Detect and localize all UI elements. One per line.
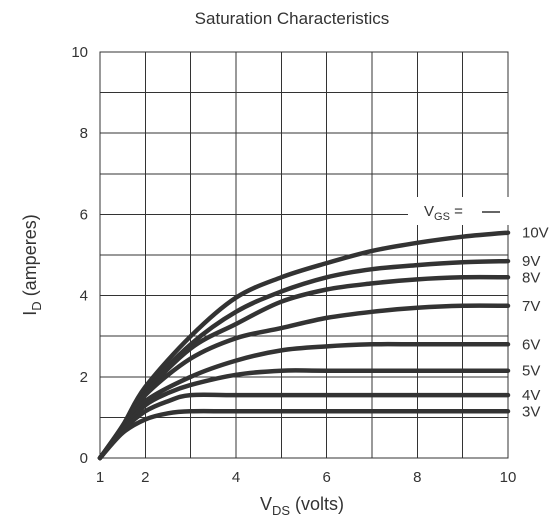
x-tick-label: 4 (232, 469, 240, 486)
curve-label-3v: 3V (522, 403, 540, 420)
curve-label-8v: 8V (522, 269, 540, 286)
x-tick-label: 10 (500, 469, 517, 486)
curves (97, 230, 511, 461)
curve-7v (97, 303, 511, 461)
y-tick-label: 0 (80, 450, 88, 467)
x-tick-label: 1 (96, 469, 104, 486)
curve-label-5v: 5V (522, 363, 540, 380)
y-tick-label: 10 (71, 44, 88, 61)
chart-title: Saturation Characteristics (195, 9, 390, 28)
curve-3v (97, 408, 511, 461)
plot-frame (99, 51, 509, 459)
curve-label-10v: 10V (522, 225, 549, 242)
y-tick-label: 4 (80, 288, 88, 305)
x-tick-label: 2 (141, 469, 149, 486)
curve-label-4v: 4V (522, 387, 540, 404)
curve-label-6v: 6V (522, 336, 540, 353)
y-axis-label: ID (amperes) (20, 214, 44, 315)
vgs-header-bg (408, 197, 512, 225)
x-axis-label: VDS (volts) (260, 494, 344, 518)
y-tick-labels: 0 2 4 6 8 10 (71, 44, 88, 467)
x-tick-label: 8 (413, 469, 421, 486)
curve-6v (97, 341, 511, 461)
curve-9v (97, 258, 511, 461)
x-tick-label: 6 (322, 469, 330, 486)
y-tick-label: 8 (80, 125, 88, 142)
y-tick-label: 6 (80, 206, 88, 223)
y-tick-label: 2 (80, 369, 88, 386)
curve-label-9v: 9V (522, 253, 540, 270)
curve-4v (97, 392, 511, 461)
x-tick-labels: 1 2 4 6 8 10 (96, 469, 517, 486)
vgs-header: VGS = (424, 203, 463, 223)
curve-5v (97, 368, 511, 461)
curve-label-7v: 7V (522, 298, 540, 315)
